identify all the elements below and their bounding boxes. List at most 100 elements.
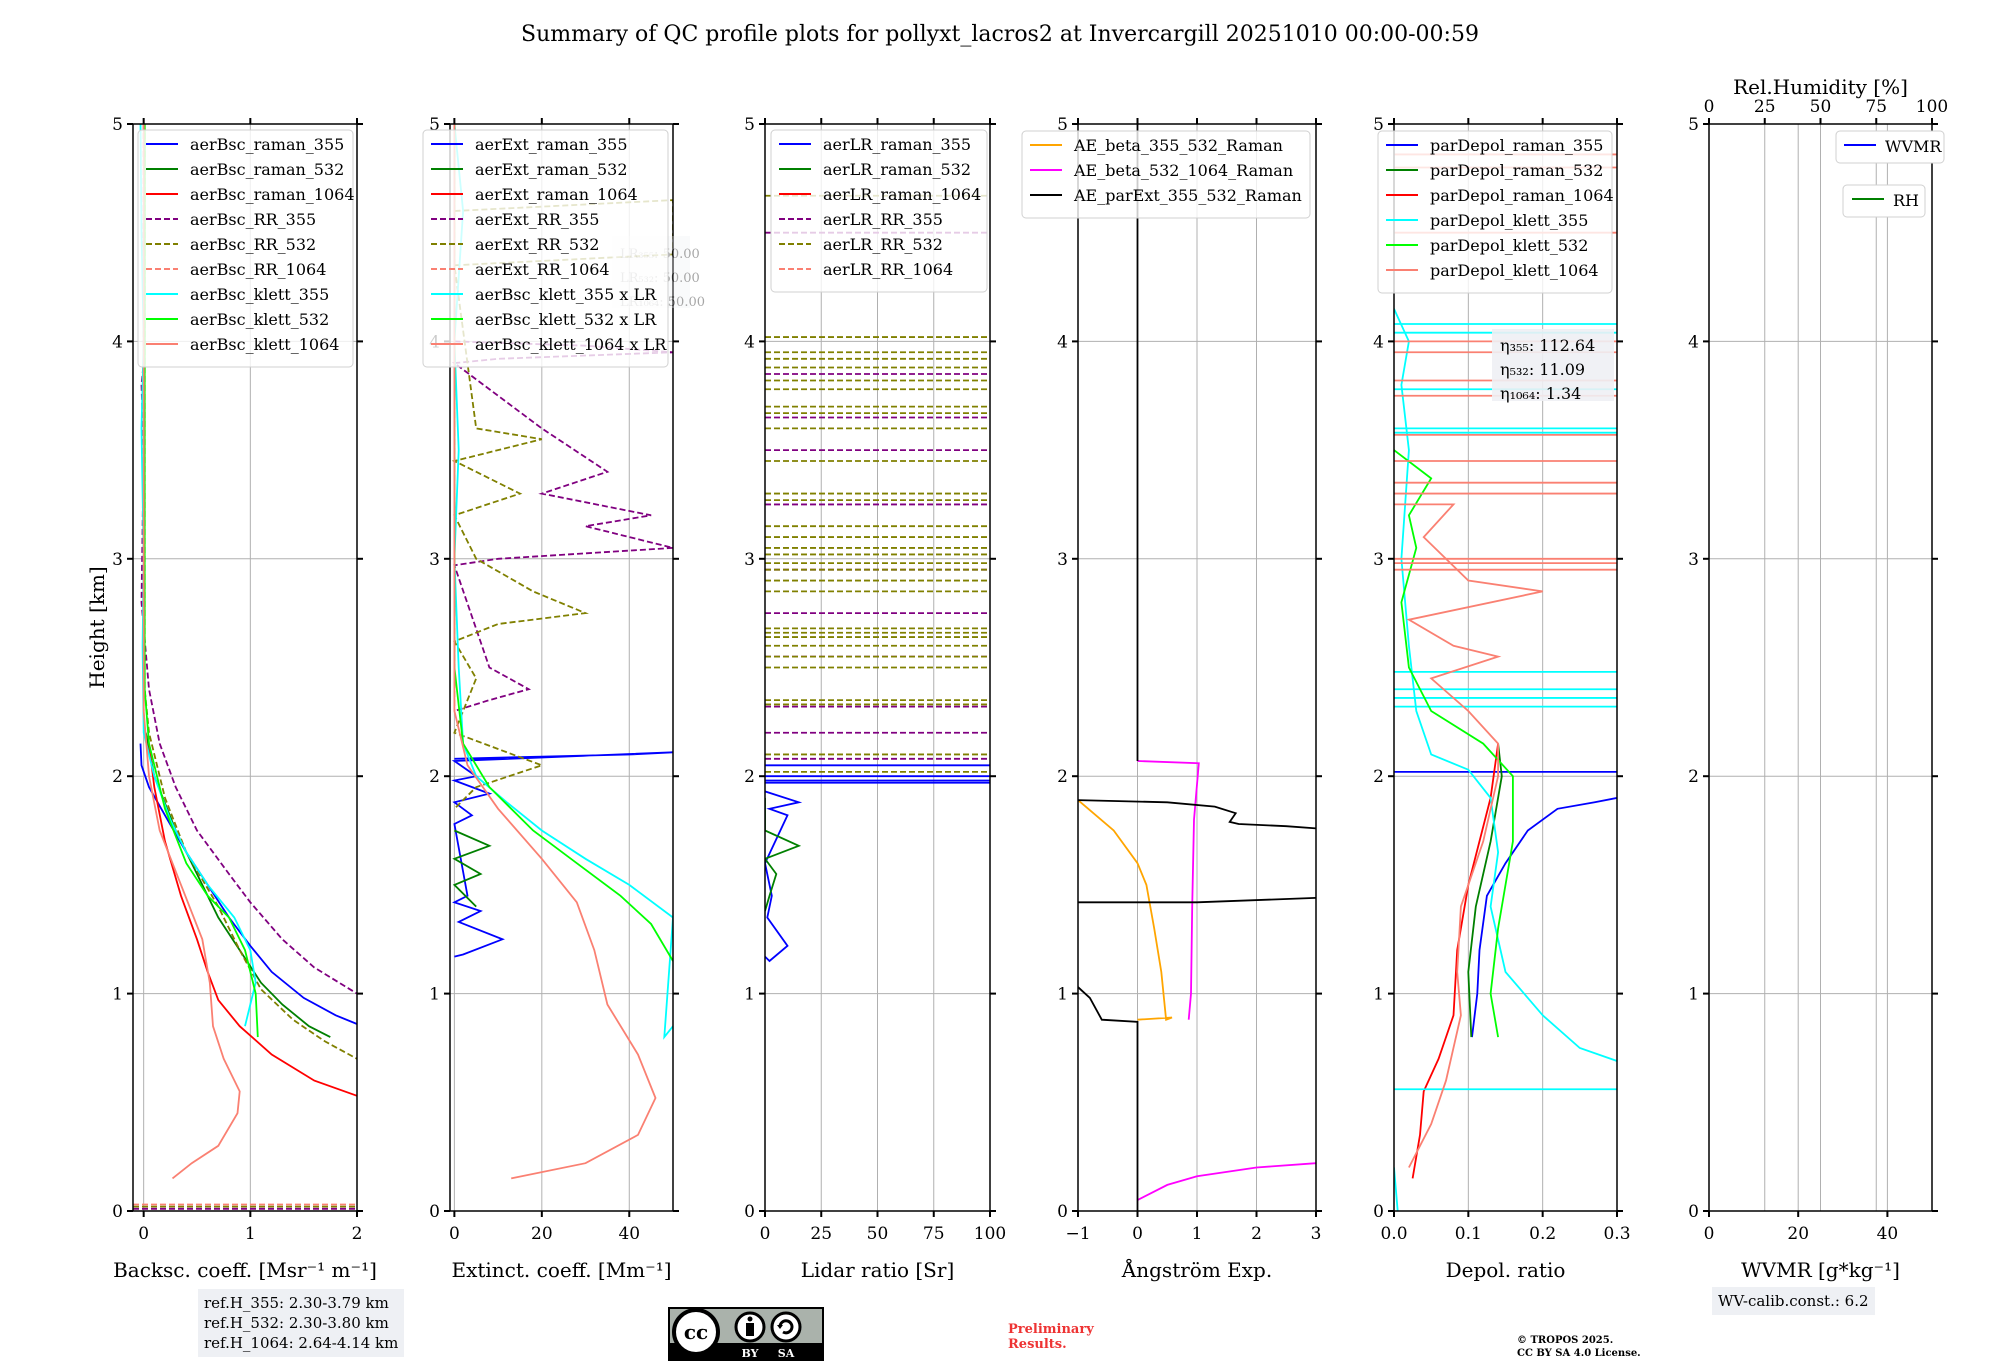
legend-entry: AE_parExt_355_532_Raman xyxy=(1073,186,1302,205)
x-axis-label: WVMR [g*kg⁻¹] xyxy=(1741,1258,1900,1282)
legend-entry: parDepol_klett_532 xyxy=(1430,236,1588,255)
legend-entry: aerLR_raman_355 xyxy=(823,135,971,154)
panel-depol: 0.0 0.1 0.2 0.3 0 1 2 3 4 5 Depol. ratio η₃₅₅: 112.… xyxy=(1373,115,1630,1282)
x-tick-label: 0.3 xyxy=(1603,1224,1630,1244)
y-tick-label: 2 xyxy=(429,767,440,787)
legend-box xyxy=(1021,130,1311,219)
y-tick-label: 0 xyxy=(1373,1202,1384,1222)
x-tick-label: 0.0 xyxy=(1380,1224,1407,1244)
series-pardepol-klett-1064 xyxy=(1394,503,1543,1168)
x-tick-label: 100 xyxy=(974,1224,1006,1244)
legend-entry: aerLR_RR_355 xyxy=(823,210,943,229)
series-aerext-raman-355 xyxy=(451,751,673,958)
y-tick-label: 1 xyxy=(112,985,123,1005)
axes-frame xyxy=(1393,123,1618,1212)
series-aerbsc-klett-1064-x-lr xyxy=(453,124,657,1180)
preliminary-results-note: Preliminary Results. xyxy=(1008,1322,1094,1352)
x-tick-label: 0.1 xyxy=(1455,1224,1482,1244)
x-tick-label: 0 xyxy=(449,1224,460,1244)
x-tick-label: 0 xyxy=(760,1224,771,1244)
ref-height-1064: ref.H_1064: 2.64-4.14 km xyxy=(204,1334,399,1352)
series-aerbsc-klett-1064 xyxy=(142,124,241,1180)
y-tick-label: 3 xyxy=(1373,550,1384,570)
legend-entry: aerBsc_raman_355 xyxy=(190,135,344,154)
x-axis-label: Ångström Exp. xyxy=(1121,1257,1272,1282)
series-aerbsc-raman-355 xyxy=(139,743,357,1025)
series-aerext-rr-355 xyxy=(452,340,673,712)
series-pardepol-raman-355 xyxy=(1471,797,1617,1038)
series-ae-parext-355-532-raman-segment xyxy=(1078,799,1316,830)
x-tick-label: −1 xyxy=(1065,1224,1090,1244)
preliminary-line-1: Preliminary xyxy=(1008,1322,1094,1337)
wv-calibration-constant: WV-calib.const.: 6.2 xyxy=(1718,1292,1869,1310)
legend-entry: aerBsc_klett_1064 x LR xyxy=(475,335,667,354)
legend-entry: parDepol_klett_355 xyxy=(1430,211,1588,230)
data-layer xyxy=(1394,153,1617,1211)
y-tick-label: 5 xyxy=(1057,115,1068,135)
x-top-tick-label: 100 xyxy=(1916,97,1948,117)
legend-entry: RH xyxy=(1893,191,1919,210)
y-tick-label: 3 xyxy=(112,550,123,570)
legend-entry: WVMR xyxy=(1885,137,1942,156)
series-aerlr-raman-532 xyxy=(765,797,802,912)
x-axis-label: Lidar ratio [Sr] xyxy=(801,1258,955,1282)
series-ae-beta-355-532-raman xyxy=(1078,799,1173,1021)
axes-frame xyxy=(449,123,674,1212)
data-layer xyxy=(133,124,357,1210)
reference-height-box: ref.H_355: 2.30-3.79 km ref.H_532: 2.30-… xyxy=(198,1289,405,1357)
x-tick-label: 2 xyxy=(352,1224,363,1244)
y-tick-label: 3 xyxy=(429,550,440,570)
y-tick-label: 4 xyxy=(1688,332,1699,352)
panel-lidar_ratio: 0 25 50 75 100 0 1 2 3 4 5 Lidar ratio [Sr] aerLR_ra… xyxy=(744,115,1006,1282)
y-tick-label: 3 xyxy=(1057,550,1068,570)
legend-entry: parDepol_klett_1064 xyxy=(1430,261,1599,280)
legend-entry: AE_beta_355_532_Raman xyxy=(1073,136,1283,155)
legend-entry: aerLR_raman_1064 xyxy=(823,185,981,204)
legend-entry: aerBsc_klett_355 xyxy=(190,285,329,304)
series-aerbsc-klett-532-x-lr xyxy=(453,124,673,962)
series-ae-beta-532-1064-raman-segment xyxy=(1137,1162,1316,1201)
legend-entry: aerExt_raman_532 xyxy=(475,160,628,179)
legend: aerLR_raman_355 aerLR_raman_532 aerLR_rama… xyxy=(770,129,988,293)
series-aerlr-raman-355 xyxy=(765,790,803,963)
legend-entry: parDepol_raman_532 xyxy=(1430,161,1603,180)
legend-entry: parDepol_raman_1064 xyxy=(1430,186,1614,205)
x-axis-label: Depol. ratio xyxy=(1446,1258,1566,1282)
y-tick-label: 1 xyxy=(429,985,440,1005)
data-layer xyxy=(765,194,990,963)
legend-entry: aerExt_RR_532 xyxy=(475,235,599,254)
legend-box xyxy=(422,129,669,368)
x-top-tick-label: 25 xyxy=(1754,97,1776,117)
y-tick-label: 5 xyxy=(744,115,755,135)
x-axis-label: Backsc. coeff. [Msr⁻¹ m⁻¹] xyxy=(113,1258,377,1282)
y-tick-label: 3 xyxy=(744,550,755,570)
y-tick-label: 5 xyxy=(429,115,440,135)
legend: AE_beta_355_532_Raman AE_beta_532_1064_Ra… xyxy=(1021,130,1311,219)
series-aerext-raman-532 xyxy=(452,829,492,908)
axes-frame xyxy=(132,123,358,1212)
legend-entry: aerExt_raman_1064 xyxy=(475,185,638,204)
y-tick-label: 2 xyxy=(1057,767,1068,787)
y-tick-label: 1 xyxy=(1057,985,1068,1005)
ticks: 0 25 50 75 100 0 1 2 3 4 5 xyxy=(744,115,1006,1244)
y-tick-label: 2 xyxy=(1373,767,1384,787)
y-tick-label: 0 xyxy=(112,1202,123,1222)
x-tick-label: 1 xyxy=(1192,1224,1203,1244)
preliminary-line-2: Results. xyxy=(1008,1337,1067,1352)
x-tick-label: 75 xyxy=(923,1224,945,1244)
y-tick-label: 3 xyxy=(1688,550,1699,570)
panel-extinction: 02040012345Extinct. coeff. [Mm⁻¹]LR₃₅₅: … xyxy=(422,115,705,1282)
ref-height-532: ref.H_532: 2.30-3.80 km xyxy=(204,1314,389,1332)
x-tick-label: 40 xyxy=(1877,1224,1899,1244)
legend-entry: aerBsc_RR_355 xyxy=(190,210,316,229)
y-tick-label: 5 xyxy=(112,115,123,135)
series-pardepol-raman-1064 xyxy=(1411,743,1499,1179)
legend-box-rh xyxy=(1842,184,1926,218)
annotation-line: η₅₃₂: 11.09 xyxy=(1500,360,1585,379)
share-alike-icon xyxy=(770,1311,802,1343)
series-ae-parext-355-532-raman-segment xyxy=(1078,897,1316,904)
legend-entry: AE_beta_532_1064_Raman xyxy=(1073,161,1293,180)
legend-entry: aerLR_RR_1064 xyxy=(823,260,953,279)
